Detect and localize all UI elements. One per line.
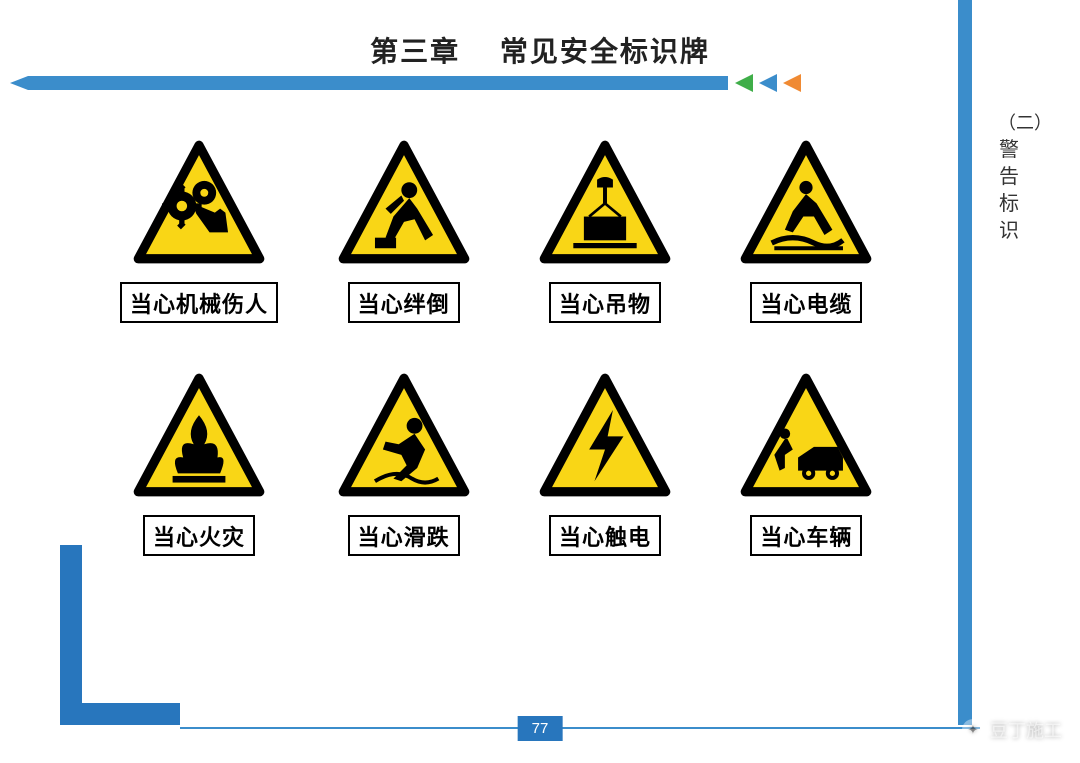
warning-sign: 当心绊倒	[328, 140, 479, 323]
chevron-icon	[759, 74, 777, 92]
warning-sign-label: 当心电缆	[750, 282, 862, 323]
warning-sign-label: 当心绊倒	[348, 282, 460, 323]
chevron-icon	[735, 74, 753, 92]
warning-triangle-icon	[329, 373, 479, 505]
warning-sign: 当心机械伤人	[120, 140, 278, 323]
top-rule	[28, 76, 728, 90]
top-rule-arrow	[10, 76, 28, 90]
right-rule	[958, 0, 972, 725]
warning-sign-label: 当心滑跌	[348, 515, 460, 556]
warning-triangle-icon	[731, 373, 881, 505]
warning-sign: 当心电缆	[731, 140, 882, 323]
warning-sign-label: 当心吊物	[549, 282, 661, 323]
warning-sign-label: 当心火灾	[143, 515, 255, 556]
warning-triangle-icon	[329, 140, 479, 272]
warning-sign-label: 当心触电	[549, 515, 661, 556]
warning-sign-label: 当心机械伤人	[120, 282, 278, 323]
section-label-text: 警告标识	[999, 139, 1019, 242]
section-label: （二） 警告标识	[998, 110, 1020, 245]
wechat-icon: ✦	[962, 719, 984, 741]
warning-sign: 当心吊物	[529, 140, 680, 323]
warning-sign: 当心滑跌	[328, 373, 479, 556]
chevron-group	[735, 74, 801, 92]
warning-sign: 当心火灾	[120, 373, 278, 556]
watermark-text: 豆丁施工	[990, 717, 1062, 743]
warning-triangle-icon	[731, 140, 881, 272]
warning-triangle-icon	[124, 373, 274, 505]
warning-triangle-icon	[530, 373, 680, 505]
page-number-badge: 77	[518, 716, 563, 741]
left-rule-vertical	[60, 545, 82, 725]
page-title: 第三章 常见安全标识牌	[0, 30, 1080, 70]
signs-grid: 当心机械伤人 当心绊倒 当心吊物 当心电缆当心火灾 当心滑跌 当心触电 当心车辆	[120, 140, 882, 556]
warning-triangle-icon	[530, 140, 680, 272]
warning-sign: 当心车辆	[731, 373, 882, 556]
left-rule-foot	[60, 703, 180, 725]
warning-sign: 当心触电	[529, 373, 680, 556]
section-label-prefix: （二）	[998, 113, 1052, 133]
bottom-rule	[180, 727, 980, 729]
warning-sign-label: 当心车辆	[750, 515, 862, 556]
watermark: ✦ 豆丁施工	[962, 717, 1062, 743]
warning-triangle-icon	[124, 140, 274, 272]
chevron-icon	[783, 74, 801, 92]
